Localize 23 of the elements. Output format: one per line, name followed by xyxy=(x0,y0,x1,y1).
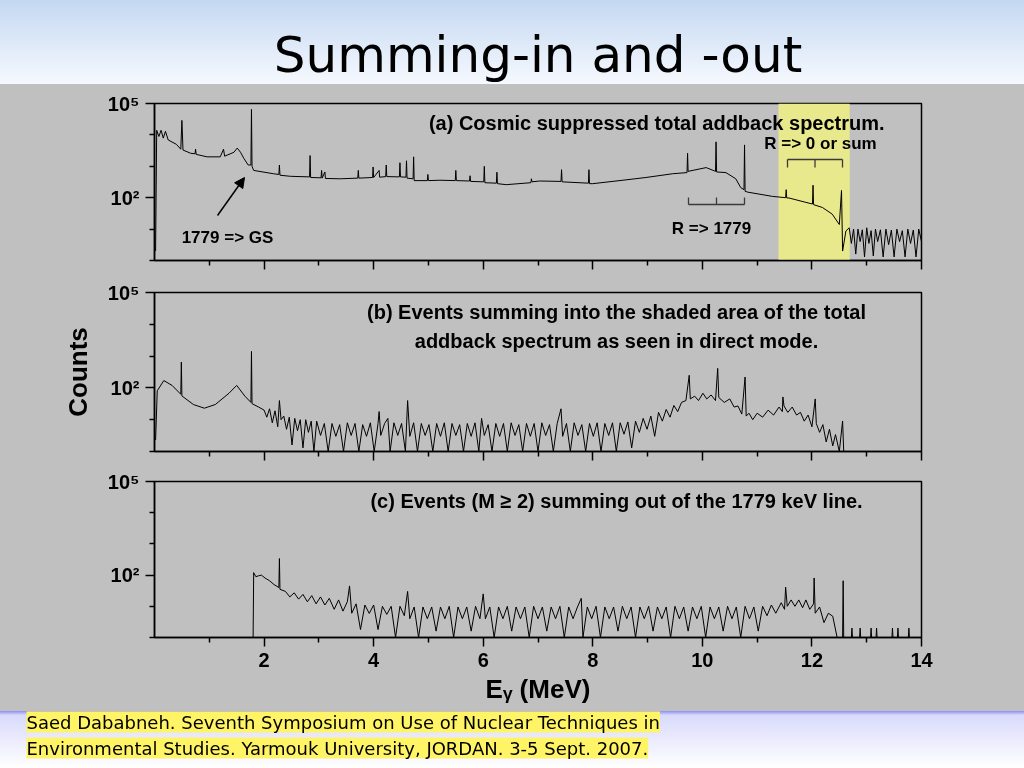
annotation: 1779 => GS xyxy=(181,228,274,247)
annotation: R => 1779 xyxy=(671,219,752,238)
chart-subtitle: (a) Cosmic suppressed total addback spectrum. xyxy=(428,111,885,134)
x-tick-label: 8 xyxy=(587,648,599,671)
y-tick-label: 10² xyxy=(110,564,140,587)
chart-subtitle: (c) Events (M ≥ 2) summing out of the 1779 keV line. xyxy=(370,489,863,512)
y-tick-label: 10² xyxy=(110,186,140,209)
x-tick-label: 6 xyxy=(477,648,489,671)
text: (b) Events summing into the shaded area of the total addback spectrum as seen in direct mode. xyxy=(367,300,866,353)
annotation: R => 0 or sum xyxy=(764,134,877,153)
y-tick-label: 10⁵ xyxy=(107,281,140,304)
x-tick-label: 12 xyxy=(800,648,824,671)
x-tick-label: 4 xyxy=(368,648,381,671)
x-tick-label: 10 xyxy=(691,648,714,671)
x-axis-title: Eᵧ (MeV) xyxy=(485,673,591,704)
y-tick-label: 10² xyxy=(110,376,140,399)
x-tick-label: 14 xyxy=(910,648,934,671)
y-tick-label: 10⁵ xyxy=(107,470,140,493)
x-tick-label: 2 xyxy=(258,648,270,671)
text: Saed Dababneh. Seventh Symposium on Use of Nuclear Techniques in Environmental Studies. Yarmouk University, JORDAN. 3-5 Sept. 2007. xyxy=(26,711,660,759)
y-tick-label: 10⁵ xyxy=(107,92,140,115)
chart-title: Summing-in and -out xyxy=(273,25,803,84)
y-axis-title: Counts xyxy=(62,327,93,417)
